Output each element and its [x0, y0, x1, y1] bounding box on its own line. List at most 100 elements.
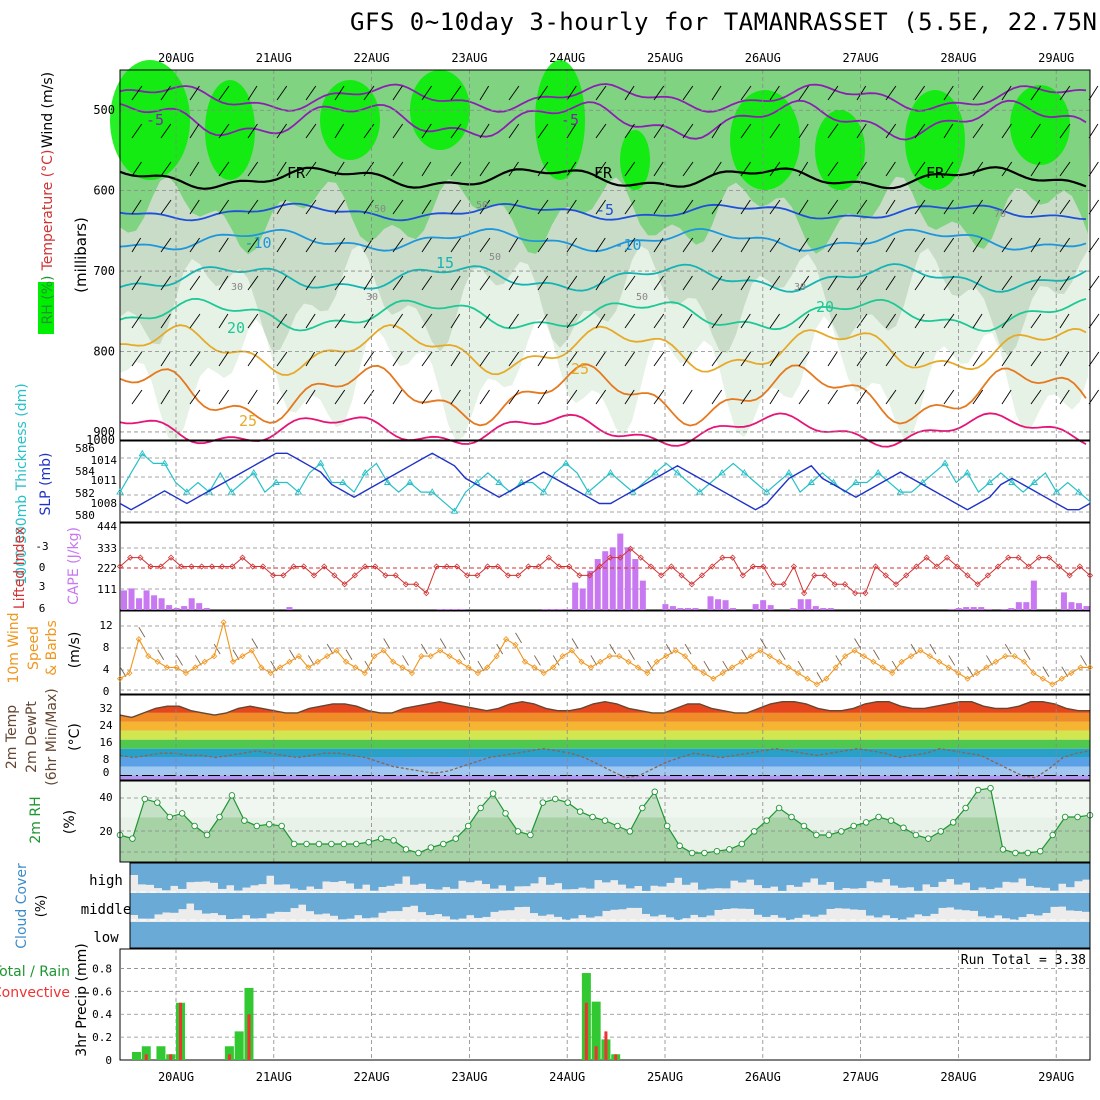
cloud-high-bar [482, 863, 491, 885]
wind-barb [624, 351, 635, 367]
wind-tick-label: 4 [103, 663, 110, 676]
cape-bar [948, 609, 955, 610]
precip-total-bar [156, 1046, 166, 1060]
wind-speed-point [1077, 664, 1084, 671]
cloud-high-bar [786, 863, 795, 886]
pressure-tick-label: 600 [93, 184, 115, 198]
wind-barb [943, 199, 954, 215]
cloud-high-bar [810, 863, 819, 879]
temp-color-band [120, 748, 1090, 758]
wind-barb [682, 123, 694, 139]
date-tick-top: 29AUG [1038, 51, 1074, 65]
cape-bar [459, 609, 466, 610]
wind-barb [769, 275, 781, 291]
cloud-high-bar [842, 863, 851, 889]
wind-barb [943, 313, 955, 329]
cloud-mid-bar [1066, 893, 1075, 911]
lifted-index-point [259, 563, 267, 570]
wind-barb [189, 85, 200, 101]
rh2m-point [216, 813, 223, 821]
wind-barb-10m [684, 643, 692, 655]
wind-barb [450, 85, 462, 101]
wind-barb-10m [590, 655, 598, 666]
cloud-mid-bar [642, 893, 651, 914]
thickness-point [740, 469, 749, 476]
wind-barb [160, 313, 171, 329]
cloud-high-bar [794, 863, 803, 887]
wind-speed-point [860, 653, 868, 660]
wind-barb [653, 161, 664, 177]
wind-speed-point [917, 647, 924, 654]
wind-barb [972, 161, 984, 177]
wind-barb-10m [571, 638, 579, 649]
cloud-mid-bar [914, 893, 923, 915]
wind-barb [711, 161, 722, 177]
cloud-mid-bar [762, 893, 771, 917]
wind-barb [740, 199, 751, 215]
wind-barb [1030, 389, 1042, 405]
wind-speed-point [371, 653, 378, 660]
wind-barb-10m [515, 632, 522, 644]
cloud-mid-bar [610, 893, 619, 910]
lifted-index-point [984, 572, 991, 579]
wind-speed-point [681, 653, 689, 660]
rh2m-point [191, 822, 198, 830]
wind-speed-point [465, 664, 472, 671]
cloud-high-bar [1074, 863, 1083, 882]
wind-barb [537, 313, 548, 329]
cloud-high-bar [242, 863, 251, 888]
wind-barb [421, 351, 433, 367]
wind-barb [914, 313, 925, 329]
rh-shade-bright [730, 90, 800, 190]
rh2m-point [278, 822, 285, 830]
cloud-high-bar [274, 863, 283, 885]
rh2m-point [1012, 849, 1019, 857]
wind-barb-10m [119, 666, 127, 677]
wind-barb [566, 389, 578, 405]
wind-barb [653, 389, 665, 405]
wind-ylabel-0: 10m Wind [6, 612, 22, 683]
lifted-index-point [607, 554, 614, 561]
cloud-mid-bar [314, 893, 323, 915]
wind-barb-10m [270, 660, 278, 672]
cloud-high-bar [1002, 863, 1011, 882]
cloud-mid-bar [706, 893, 715, 916]
wind-barb [305, 275, 316, 291]
rh2m-point [912, 831, 920, 839]
wind-speed-point [653, 658, 660, 665]
wind-barb [363, 161, 375, 177]
wind-barb [508, 199, 519, 215]
rh2m-point [788, 813, 795, 821]
cloud-high-bar [234, 863, 243, 891]
cloud-ylabel-units: (%) [34, 895, 49, 918]
wind-speed-point [1011, 653, 1018, 660]
cloud-mid-bar [634, 893, 643, 908]
wind-barb-10m [703, 660, 711, 672]
cloud-high-bar [698, 863, 707, 890]
cloud-high-bar [850, 863, 859, 889]
wind-barb [131, 123, 143, 139]
wind-barb [1088, 389, 1100, 405]
wind-barb [711, 85, 722, 101]
cloud-mid-bar [1026, 893, 1035, 915]
cloud-high-bar [626, 863, 635, 889]
lifted-index-point [484, 563, 491, 570]
rh2m-point [303, 840, 310, 848]
cloud-mid-bar [946, 893, 955, 908]
wind-barb-10m [741, 649, 748, 661]
wind-barb-10m [986, 655, 993, 666]
wind-barb [972, 85, 984, 101]
wind-barb [798, 351, 810, 367]
cape-bar [624, 547, 631, 610]
thickness-point [316, 459, 325, 466]
lifted-index-point [841, 581, 849, 588]
wind-barb [189, 199, 200, 215]
lifted-index-point [208, 563, 215, 570]
rh-shade-bright [410, 70, 470, 150]
wind-barb [798, 199, 809, 215]
slp-tick-label: 1011 [91, 474, 118, 487]
thickness-ylabel: 1000-500mb Thickness (dm) [14, 383, 30, 584]
cloud-high-bar [474, 863, 483, 881]
wind-speed-point [408, 670, 416, 677]
wind-speed-point [145, 653, 152, 660]
